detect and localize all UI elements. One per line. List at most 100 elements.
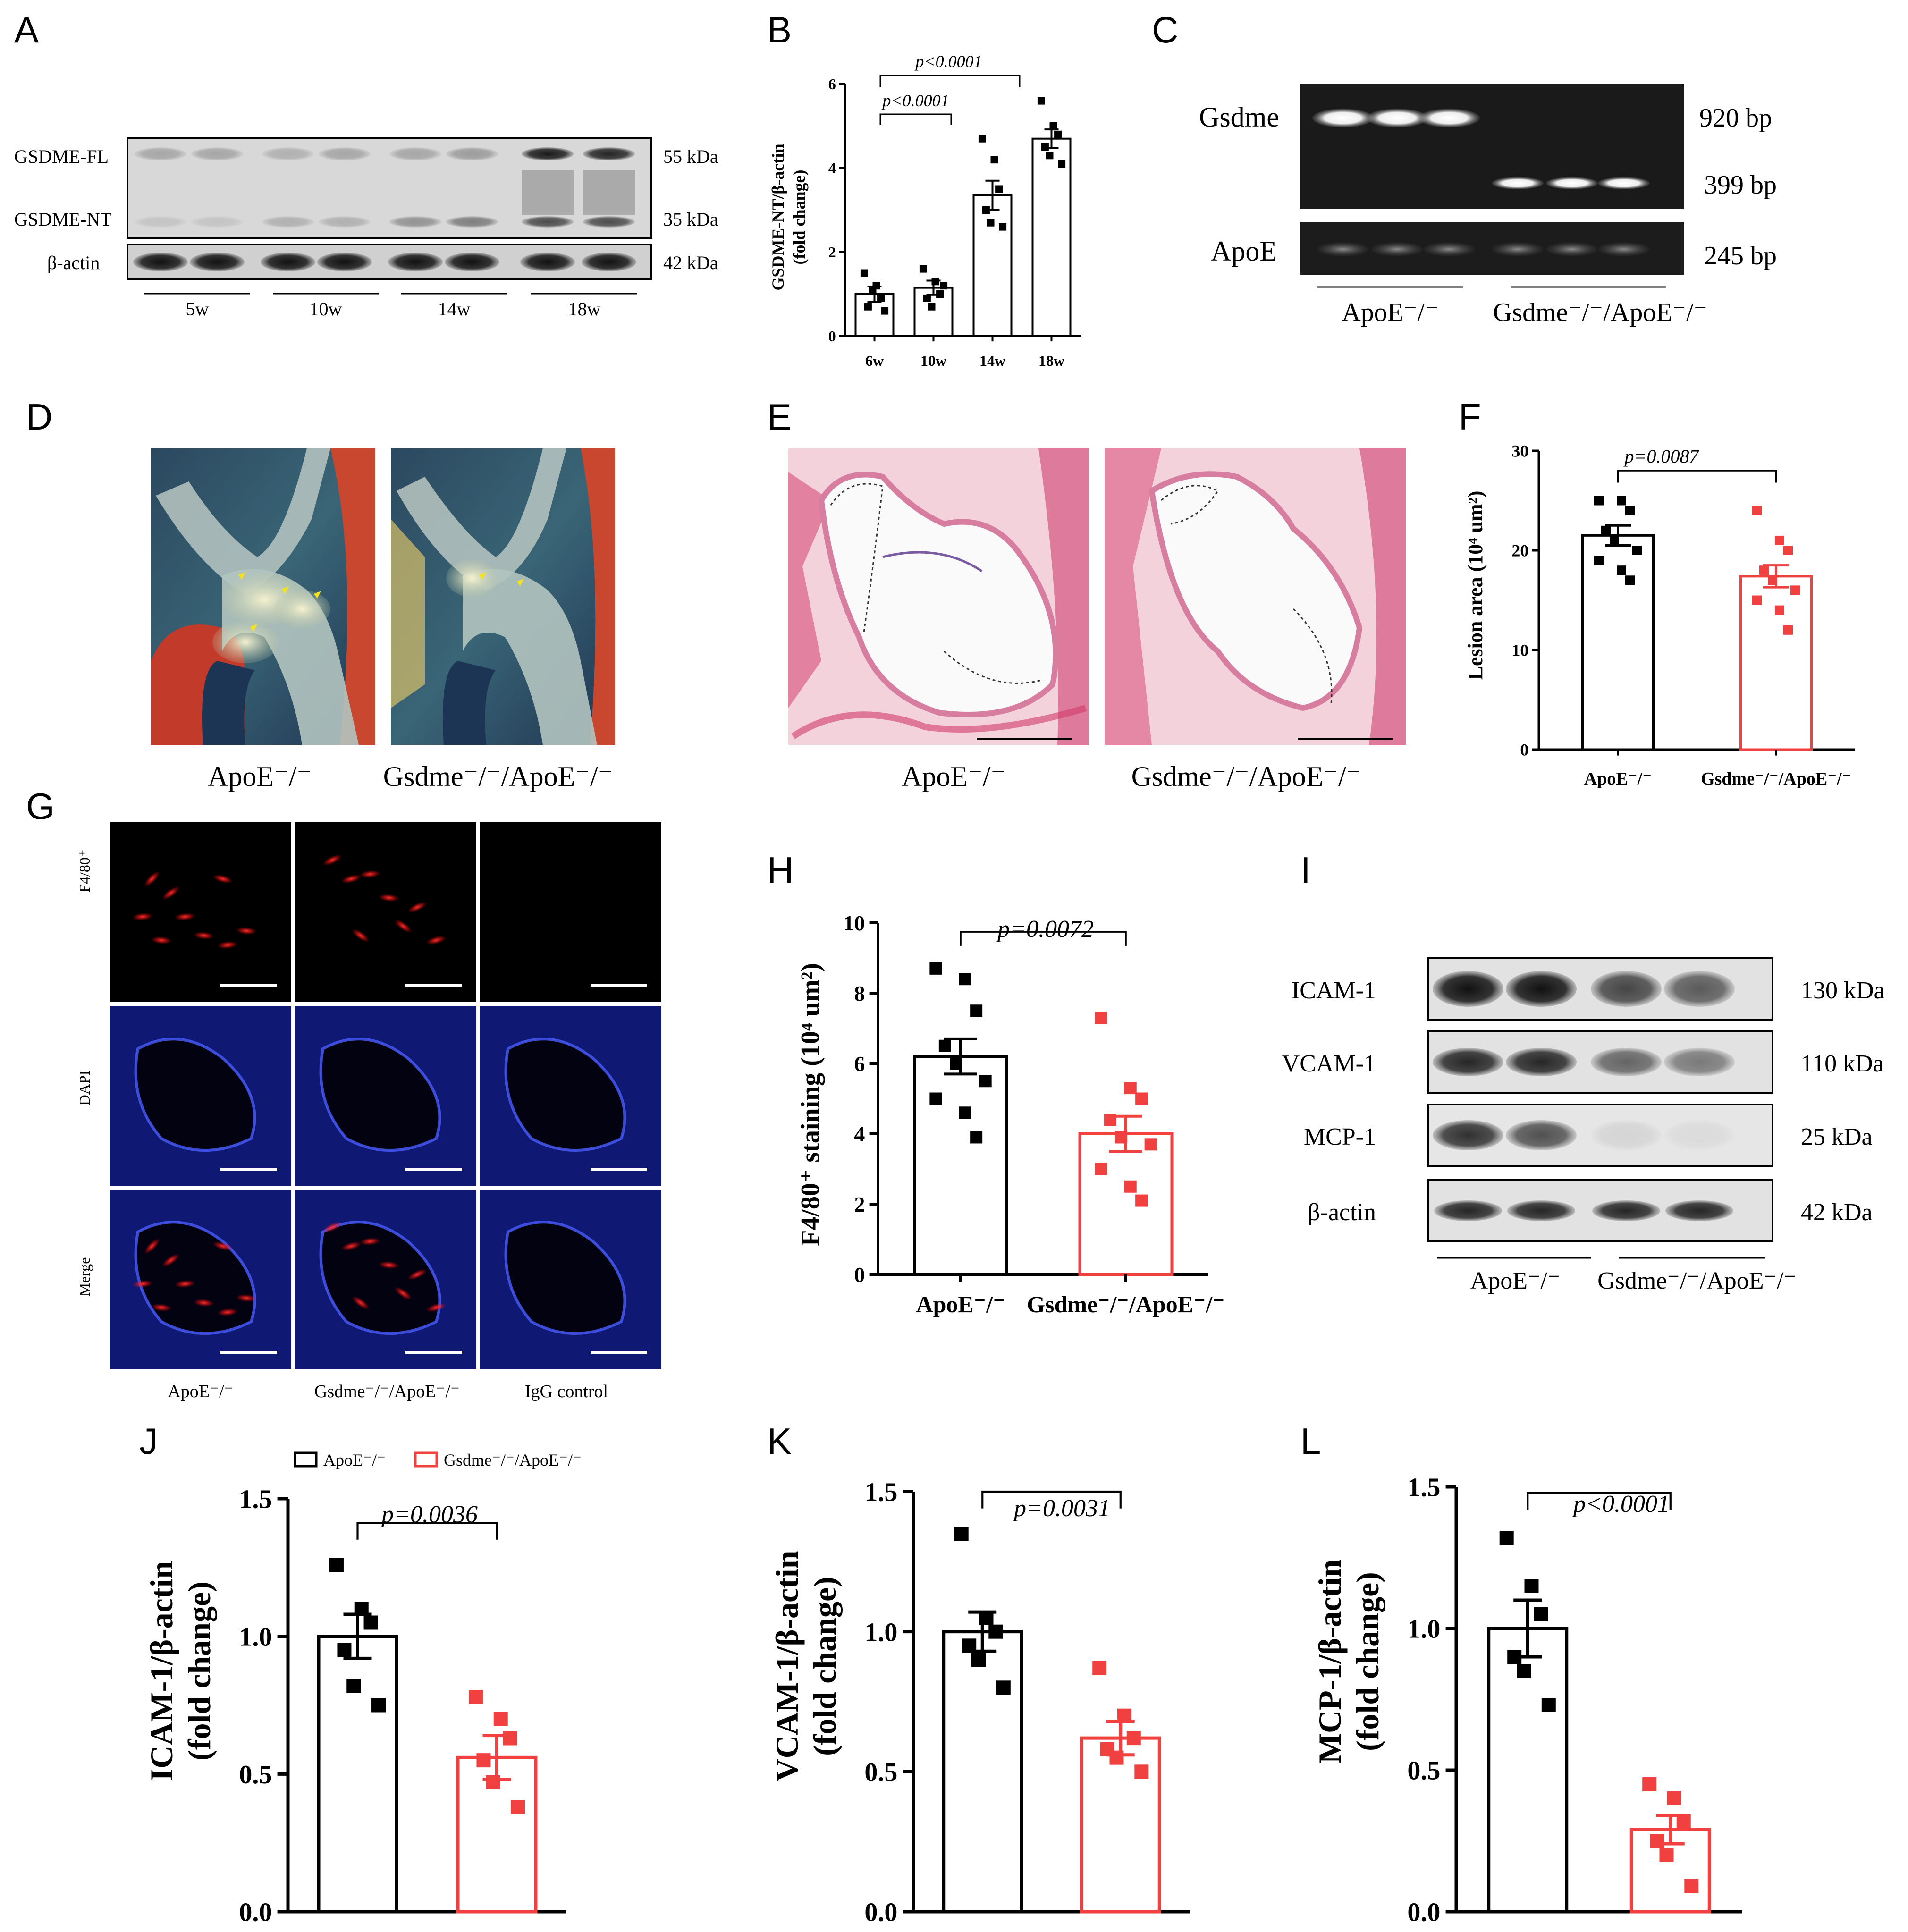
data-point (337, 1643, 352, 1657)
band-gsdme-fl (583, 147, 635, 160)
x-tick-label: Gsdme⁻/⁻/ApoE⁻/⁻ (1027, 1291, 1225, 1317)
f480-signal (144, 1238, 160, 1254)
kda-label-130: 130 kDa (1801, 977, 1885, 1004)
f480-signal (162, 1253, 180, 1267)
panel-f-chart: 0 10 20 30 ApoE⁻/⁻ Gsdme⁻/⁻/ApoE⁻/⁻ (1511, 442, 1855, 789)
kda-label-42: 42 kDa (663, 252, 718, 273)
band-i-row2 (1433, 1120, 1503, 1150)
panel-label-k: K (767, 1420, 792, 1462)
y-tick-label: 8 (854, 981, 865, 1005)
gel-band-920 (1367, 109, 1428, 127)
band-i-row1 (1506, 1048, 1577, 1076)
y-tick-label: 20 (1511, 541, 1528, 560)
panel-label-l: L (1300, 1420, 1321, 1462)
data-point (1117, 1708, 1131, 1723)
y-tick-label: 0 (828, 328, 836, 345)
f480-signal (212, 1241, 233, 1251)
y-tick-label: 2 (828, 244, 836, 261)
data-point (1594, 496, 1604, 506)
band-i-row1 (1433, 1048, 1503, 1076)
group-label-5w: 5w (186, 298, 209, 320)
data-point (970, 1004, 983, 1017)
panel-f-ylabel: Lesion area (10⁴ um²) (1464, 491, 1487, 680)
band-i-row1 (1591, 1048, 1662, 1076)
blot-group-dko: Gsdme⁻/⁻/ApoE⁻/⁻ (1597, 1267, 1797, 1294)
band-gsdme-nt (191, 216, 243, 228)
y-tick-label: 0.5 (1407, 1756, 1440, 1786)
band-actin (261, 253, 315, 271)
band-label-icam1: ICAM-1 (1292, 977, 1376, 1004)
y-tick-label: 0.5 (239, 1760, 272, 1789)
band-i-row3 (1665, 1200, 1733, 1221)
panel-label-f: F (1459, 396, 1481, 438)
data-point (940, 282, 948, 290)
band-label-vcam1: VCAM-1 (1282, 1050, 1376, 1077)
panel-h-pvalue: p=0.0072 (996, 916, 1094, 943)
band-actin (388, 253, 443, 271)
photo-caption-apoe: ApoE⁻/⁻ (208, 761, 312, 792)
f480-signal (426, 936, 447, 945)
data-point (869, 286, 877, 294)
gel-band-245 (1546, 242, 1598, 256)
x-tick-label: ApoE⁻/⁻ (1584, 769, 1652, 789)
lumen (506, 1222, 625, 1333)
bar (1078, 1132, 1174, 1276)
kda-label-25: 25 kDa (1801, 1123, 1873, 1150)
y-tick-label: 0.0 (239, 1898, 272, 1927)
data-point (1499, 1531, 1514, 1545)
panel-e-histology: ApoE⁻/⁻ Gsdme⁻/⁻/ApoE⁻/⁻ (788, 448, 1406, 792)
band-gsdme-fl (522, 147, 574, 160)
data-point (354, 1602, 369, 1616)
data-point (1617, 496, 1626, 506)
data-point (1054, 130, 1062, 138)
kda-label-55: 55 kDa (663, 146, 718, 167)
band-i-row3 (1434, 1200, 1502, 1221)
data-point (996, 1680, 1011, 1695)
data-point (1135, 1092, 1148, 1105)
f480-signal (194, 1299, 214, 1307)
lumen-edge (504, 1038, 626, 1152)
band-i-row0 (1506, 971, 1577, 1007)
data-point (1124, 1082, 1137, 1095)
f480-signal (341, 874, 362, 884)
data-point (1659, 1848, 1674, 1862)
data-point (493, 1712, 508, 1726)
data-point (1642, 1777, 1657, 1791)
data-point (1507, 1650, 1522, 1664)
significance-bracket (1617, 470, 1777, 483)
gel-band-245 (1423, 242, 1475, 256)
f480-signal (175, 912, 195, 921)
y-tick-label: 10 (843, 911, 865, 935)
panel-label-a: A (14, 9, 39, 51)
photo-caption-dko: Gsdme⁻/⁻/ApoE⁻/⁻ (383, 761, 613, 792)
data-point (1115, 1131, 1128, 1144)
f480-signal (132, 1280, 153, 1288)
panel-g-if-grid (110, 822, 661, 1369)
data-point (1144, 1138, 1157, 1151)
x-tick-label: 10w (920, 352, 946, 369)
panel-label-b: B (767, 9, 792, 51)
if-row-f480: F4/80⁺ (76, 849, 93, 893)
data-point (929, 962, 942, 975)
group-label-10w: 10w (310, 298, 342, 320)
data-point (1124, 1180, 1137, 1193)
f480-signal (236, 927, 257, 935)
data-point (881, 307, 889, 315)
data-point (1625, 506, 1635, 515)
f480-signal (175, 1280, 195, 1288)
bar (1739, 575, 1813, 751)
if-tile (110, 822, 291, 1002)
gel-band-245 (1492, 242, 1544, 256)
gel-band-920 (1312, 109, 1374, 127)
y-tick-label: 1.5 (864, 1478, 897, 1507)
f480-signal (379, 894, 399, 902)
gel-label-gsdme: Gsdme (1199, 101, 1279, 133)
band-actin (520, 253, 575, 271)
he-caption-dko: Gsdme⁻/⁻/ApoE⁻/⁻ (1131, 761, 1361, 792)
data-point (970, 1131, 983, 1144)
data-point (931, 278, 939, 286)
data-point (877, 294, 885, 302)
panel-label-i: I (1300, 849, 1311, 891)
gel-band-399 (1546, 177, 1598, 189)
panel-l-chart: 0.0 0.5 1.0 1.5 (1407, 1473, 1742, 1927)
